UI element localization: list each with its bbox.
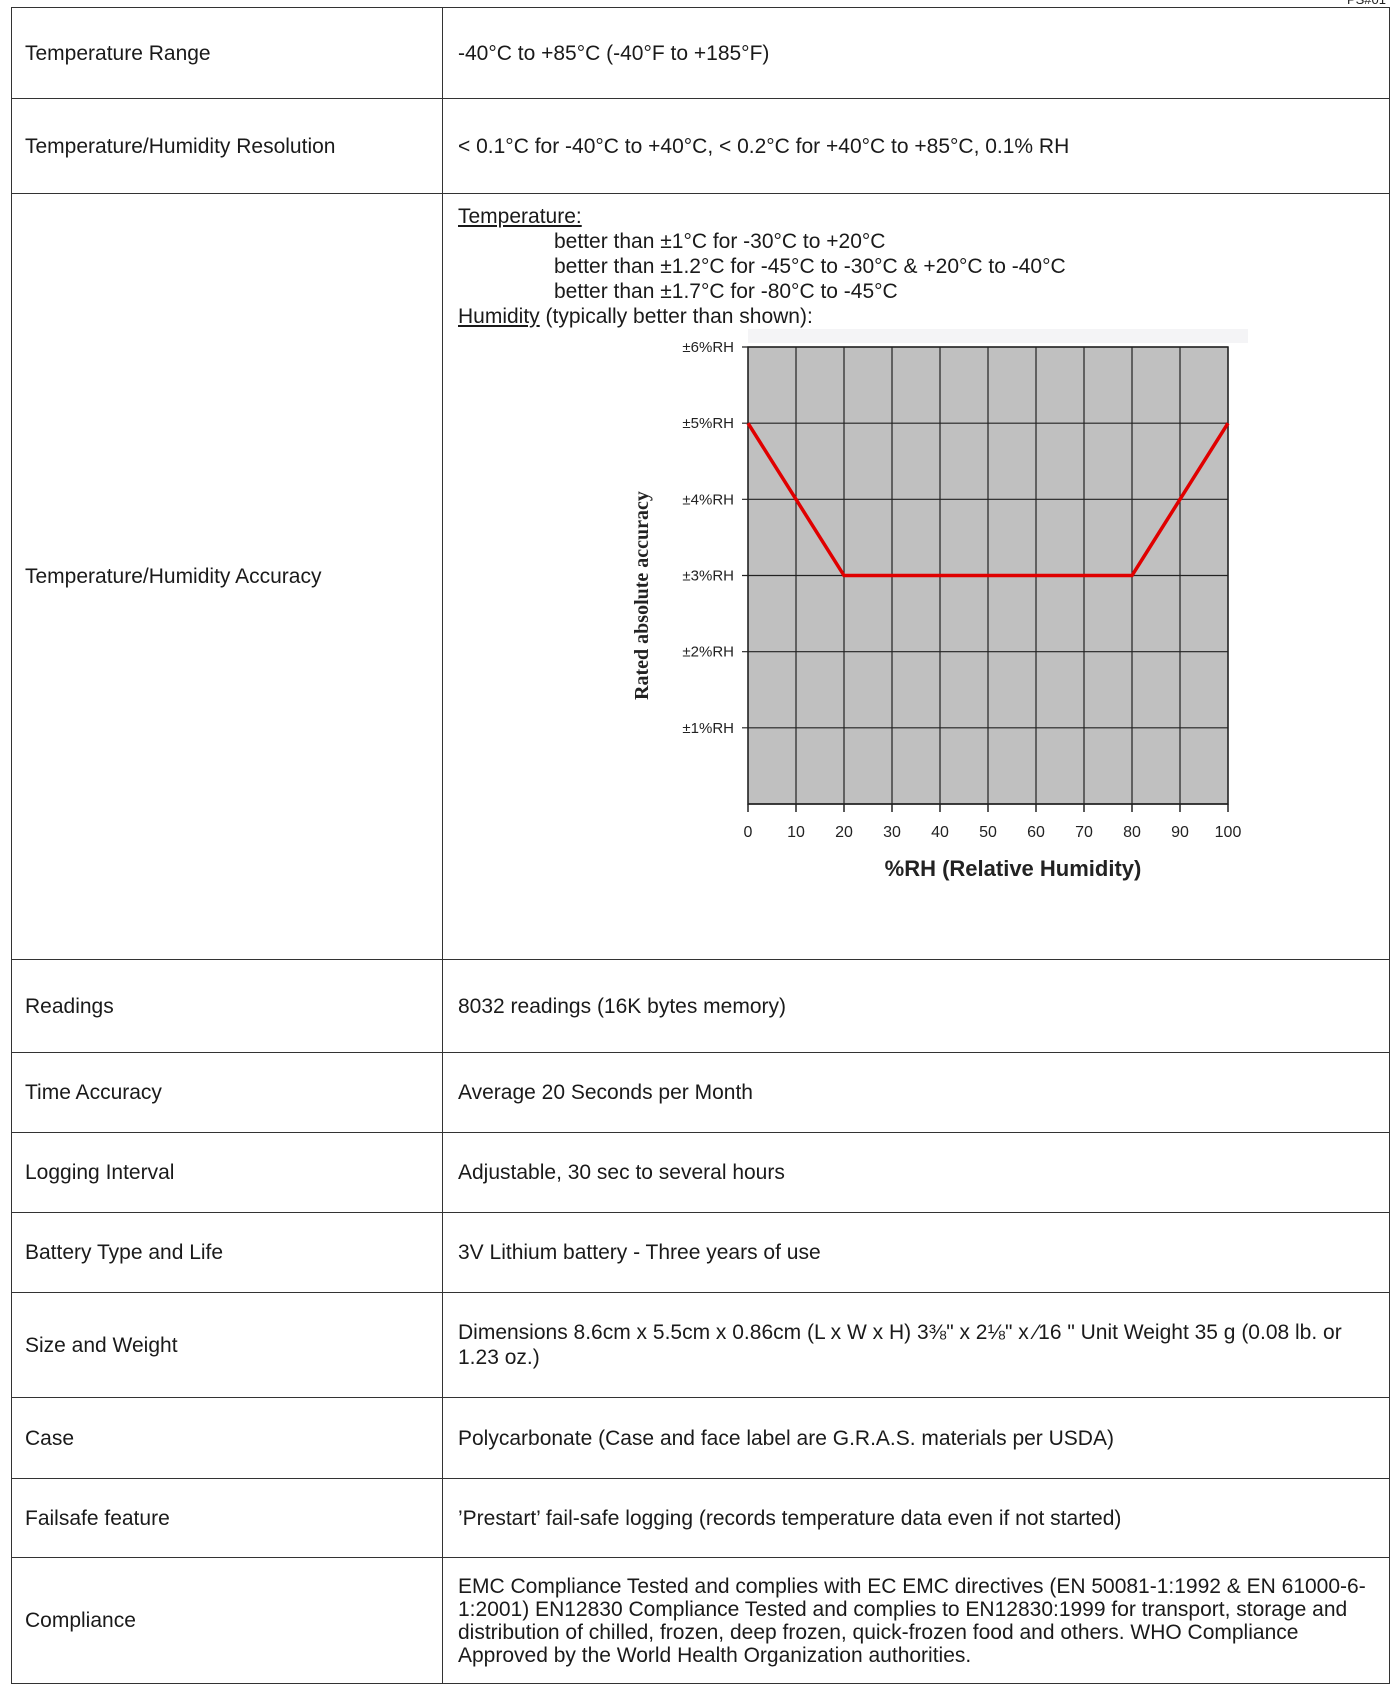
x-tick-label: 60 — [1027, 824, 1045, 841]
chart-svg: ±1%RH ±2%RH ±3%RH ±4%RH ±5%RH ±6%RH 0 10 20 30 40 5… — [631, 329, 1248, 881]
row-value: Dimensions 8.6cm x 5.5cm x 0.86cm (L x W… — [442, 1292, 1390, 1398]
y-tick-label: ±6%RH — [682, 339, 734, 356]
row-label: Size and Weight — [11, 1292, 443, 1398]
page-id: PS#01 — [1347, 0, 1386, 7]
specifications-table: Temperature Range -40°C to +85°C (-40°F … — [11, 7, 1390, 1684]
x-tick-label: 10 — [787, 824, 805, 841]
row-value: < 0.1°C for -40°C to +40°C, < 0.2°C for … — [442, 98, 1390, 194]
y-tick-label: ±1%RH — [682, 720, 734, 737]
humidity-heading-line: Humidity (typically better than shown): — [458, 304, 1385, 329]
table-row: Temperature/Humidity Resolution < 0.1°C … — [11, 98, 1390, 194]
table-row: Case Polycarbonate (Case and face label … — [11, 1397, 1390, 1479]
temperature-line: better than ±1°C for -30°C to +20°C — [554, 230, 886, 253]
x-tick-label: 90 — [1171, 824, 1189, 841]
x-tick-label: 80 — [1123, 824, 1141, 841]
temperature-heading: Temperature: — [458, 205, 582, 228]
row-value: 3V Lithium battery - Three years of use — [442, 1212, 1390, 1293]
table-row: Temperature/Humidity Accuracy Temperatur… — [11, 193, 1390, 960]
row-label: Time Accuracy — [11, 1052, 443, 1133]
row-label: Case — [11, 1397, 443, 1479]
table-row: Logging Interval Adjustable, 30 sec to s… — [11, 1132, 1390, 1213]
row-label: Compliance — [11, 1557, 443, 1684]
row-value: Average 20 Seconds per Month — [442, 1052, 1390, 1133]
x-tick-label: 100 — [1215, 824, 1242, 841]
table-row: Compliance EMC Compliance Tested and com… — [11, 1557, 1390, 1684]
row-value: Polycarbonate (Case and face label are G… — [442, 1397, 1390, 1479]
row-label: Battery Type and Life — [11, 1212, 443, 1293]
temperature-line: better than ±1.7°C for -80°C to -45°C — [554, 280, 898, 303]
row-label: Temperature/Humidity Resolution — [11, 98, 443, 194]
row-value: EMC Compliance Tested and complies with … — [442, 1557, 1390, 1684]
row-label: Failsafe feature — [11, 1478, 443, 1558]
temperature-accuracy: Temperature: better than ±1°C for -30°C … — [458, 204, 1385, 329]
temperature-line: better than ±1.2°C for -45°C to -30°C & … — [554, 255, 1066, 278]
table-row: Time Accuracy Average 20 Seconds per Mon… — [11, 1052, 1390, 1133]
table-row: Temperature Range -40°C to +85°C (-40°F … — [11, 7, 1390, 99]
chart-top-band — [748, 329, 1248, 343]
y-tick-label: ±2%RH — [682, 644, 734, 661]
y-tick-label: ±5%RH — [682, 415, 734, 432]
x-tick-label: 30 — [883, 824, 901, 841]
row-label: Temperature/Humidity Accuracy — [11, 193, 443, 960]
x-tick-label: 70 — [1075, 824, 1093, 841]
table-row: Battery Type and Life 3V Lithium battery… — [11, 1212, 1390, 1293]
humidity-accuracy-chart: ±1%RH ±2%RH ±3%RH ±4%RH ±5%RH ±6%RH 0 10 20 30 40 5… — [538, 329, 1298, 959]
x-tick-label: 20 — [835, 824, 853, 841]
x-axis-label: %RH (Relative Humidity) — [885, 856, 1142, 881]
row-value: -40°C to +85°C (-40°F to +185°F) — [442, 7, 1390, 99]
accuracy-cell: Temperature: better than ±1°C for -30°C … — [442, 193, 1390, 960]
row-label: Readings — [11, 959, 443, 1053]
row-value: ’Prestart’ fail-safe logging (records te… — [442, 1478, 1390, 1558]
row-label: Temperature Range — [11, 7, 443, 99]
humidity-heading: Humidity — [458, 305, 540, 328]
x-tick-label: 40 — [931, 824, 949, 841]
row-value: 8032 readings (16K bytes memory) — [442, 959, 1390, 1053]
humidity-note: (typically better than shown): — [539, 305, 813, 328]
table-row: Failsafe feature ’Prestart’ fail-safe lo… — [11, 1478, 1390, 1558]
table-row: Size and Weight Dimensions 8.6cm x 5.5cm… — [11, 1292, 1390, 1398]
row-label: Logging Interval — [11, 1132, 443, 1213]
x-tick-label: 50 — [979, 824, 997, 841]
row-value: Adjustable, 30 sec to several hours — [442, 1132, 1390, 1213]
y-tick-label: ±3%RH — [682, 568, 734, 585]
x-tick-label: 0 — [744, 824, 753, 841]
y-axis-label: Rated absolute accuracy — [631, 491, 653, 700]
table-row: Readings 8032 readings (16K bytes memory… — [11, 959, 1390, 1053]
y-tick-label: ±4%RH — [682, 491, 734, 508]
series-line — [746, 422, 1230, 578]
